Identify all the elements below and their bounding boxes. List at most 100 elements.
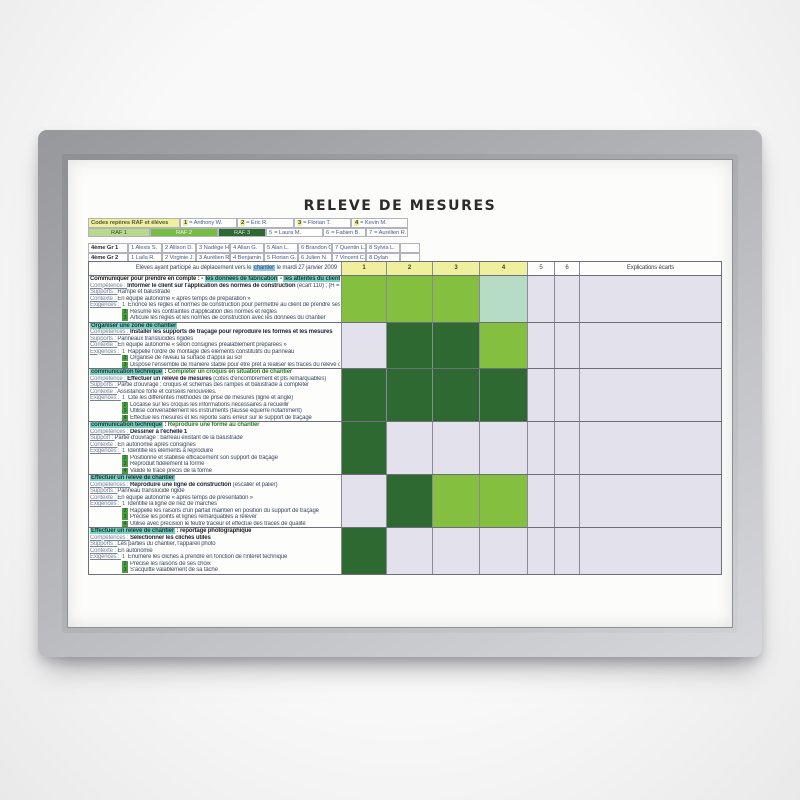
section-title: communication technique : Compléter un c… [90, 369, 340, 376]
supports-line: SupportPartie d'ouvrage : barreau exista… [90, 435, 340, 442]
section-text-block: Organiser une zone de chantier Compétence… [89, 322, 341, 368]
supports-line: SupportsPartie d'ouvrage ; croquis et sc… [90, 382, 340, 389]
section-title: Effectuer un relevé de chantier [90, 475, 340, 482]
grade-cell-col1 [341, 322, 386, 368]
section-title: communication technique : Reproduire une… [90, 422, 340, 429]
grade-cell-col5 [527, 276, 554, 322]
column-header-1: 1 [341, 262, 386, 275]
grade-cell-col2 [386, 369, 432, 421]
contexte-label: Contexte [90, 442, 117, 448]
contexte-text: En autonomie après consignes [117, 441, 196, 448]
competence-label: Compétence [90, 283, 127, 289]
grid-header-row: Elèves ayant participé au déplacement ve… [89, 262, 721, 275]
student-name: = Fabien B. [331, 229, 360, 236]
competence-text: Effectuer un relevé de mesures [127, 375, 212, 382]
group-empty-cell [400, 243, 420, 253]
header-left-pre: Elèves ayant participé au déplacement ve… [135, 265, 253, 271]
exigence-number: 3 [122, 567, 128, 573]
assessment-section-row: Effectuer un relevé de chantier : report… [89, 527, 721, 574]
exigence-number: 1 [122, 501, 125, 507]
supports-text: Panneau translucide rigide [117, 488, 185, 494]
competence-line: CompétencesSélectionner les clichés util… [90, 535, 340, 542]
group-member: 5 Alan L. [264, 243, 298, 253]
student-number: 7 [369, 229, 373, 236]
exigence-text: Enonce les règles et normes de construct… [127, 302, 340, 308]
section-title-segment: - [278, 276, 284, 282]
grade-cell-col4 [479, 422, 527, 474]
exigence-line: Exigences1Enonce les règles et normes de… [90, 302, 340, 309]
competence-label: Compétence [90, 376, 127, 382]
exigence-text: S'acquitte valablement de sa tâche [130, 567, 218, 573]
exigence-line: 3 Précise les points et lignes remarquabl… [90, 514, 340, 521]
contexte-label: Contexte [90, 389, 117, 395]
exigence-line: 2 Organise de niveau la surface d'appui a… [90, 355, 340, 362]
section-text-block: Communiquer pour prendre en compte : - l… [89, 276, 341, 322]
student-number: 3 [297, 220, 303, 226]
supports-line: SupportsPanneaux translucides rigides [90, 336, 340, 343]
exigence-number: 4 [122, 520, 128, 527]
exigence-line: 3 S'acquitte valablement de sa tâche [90, 567, 340, 574]
grade-cell-col1 [341, 276, 386, 322]
explications-cell [579, 422, 721, 474]
exigence-text: Cite les différentes méthodes de prise d… [127, 395, 293, 401]
group-member: 7 Quentin L. [332, 243, 366, 253]
raf-level-cell: RAF 3 [218, 227, 266, 237]
exigence-text: Articule les règles et les normes de con… [130, 315, 326, 321]
grade-cell-col3 [432, 422, 479, 474]
grade-cell-col4 [479, 322, 527, 368]
picture-frame: RELEVE DE MESURES Codes repères RAF et é… [38, 130, 762, 657]
grid-header-left: Elèves ayant participé au déplacement ve… [89, 262, 341, 275]
section-title-segment: : [162, 369, 168, 375]
exigence-line: Exigences1Cite les différentes méthodes … [90, 395, 340, 402]
section-text-block: communication technique : Compléter un c… [89, 369, 341, 421]
supports-label: Supports [90, 336, 117, 342]
exigence-line: 3 Utilise convenablement les instruments … [90, 408, 340, 415]
exigences-label: Exigences [90, 554, 121, 560]
grade-cell-col4 [479, 528, 527, 574]
section-title-segment: Organiser une zone de chantier [90, 322, 178, 329]
contexte-label: Contexte [90, 495, 117, 501]
grade-cell-col5 [527, 422, 554, 474]
grade-cell-col2 [386, 276, 432, 322]
grade-cell-col1 [341, 422, 386, 474]
supports-text: Partie d'ouvrage ; croquis et schémas de… [117, 382, 309, 388]
raf-level-cell: RAF 2 [150, 227, 218, 237]
competence-label: Compétences [90, 429, 130, 435]
exigences-label: Exigences [90, 302, 121, 308]
header-left-highlight: chantier [252, 265, 276, 271]
section-title-segment: : [162, 422, 168, 428]
exigence-number: 3 [122, 408, 128, 414]
explications-header: Explications écarts [579, 262, 721, 275]
exigence-line: Exigences1Rappelle l'ordre de montage de… [90, 349, 340, 356]
exigence-line: 3 Reproduit fidèlement la forme [90, 461, 340, 468]
exigence-line: Exigences1Identifie la ligne de nez de m… [90, 501, 340, 508]
competence-rest: (cotes d'encombrement et pts remarquable… [211, 375, 327, 382]
assessment-section-row: Communiquer pour prendre en compte : - l… [89, 275, 721, 322]
student-cell: 3 = Florian T. [294, 218, 351, 228]
grade-cell-col1 [341, 528, 386, 574]
grade-cell-col4 [479, 369, 527, 421]
grade-cell-col6 [554, 369, 579, 421]
exigence-text: Utilise avec précision le feutre traceur… [130, 520, 306, 527]
contexte-line: ContexteEn autonomie après consignes [90, 442, 340, 449]
student-cell: 5 = Laura M. [266, 227, 323, 237]
column-header-2: 2 [386, 262, 432, 275]
competence-line: CompétencesDessiner à l'échelle 1 [90, 429, 340, 436]
exigence-text: Positionne et stabilise efficacement son… [130, 454, 278, 461]
exigence-line: 2 Positionne et stabilise efficacement so… [90, 454, 340, 462]
competence-text: Dessiner à l'échelle 1 [129, 428, 188, 435]
section-text-block: Effectuer un relevé de chantier : report… [89, 528, 341, 574]
grade-cell-col5 [527, 322, 554, 368]
grade-cell-col6 [554, 322, 579, 368]
supports-label: Supports [90, 541, 117, 547]
section-title-segment: communication technique [90, 369, 163, 375]
exigence-text: Rappelle l'ordre de montage des éléments… [127, 348, 295, 355]
exigence-line: 2 Rappelle les raisons d'un parfait maint… [90, 507, 340, 515]
column-header-4: 4 [479, 262, 527, 275]
section-title-segment: Effectuer un relevé de chantier [90, 528, 176, 534]
group-member: 3 Nadège H. [196, 243, 230, 253]
